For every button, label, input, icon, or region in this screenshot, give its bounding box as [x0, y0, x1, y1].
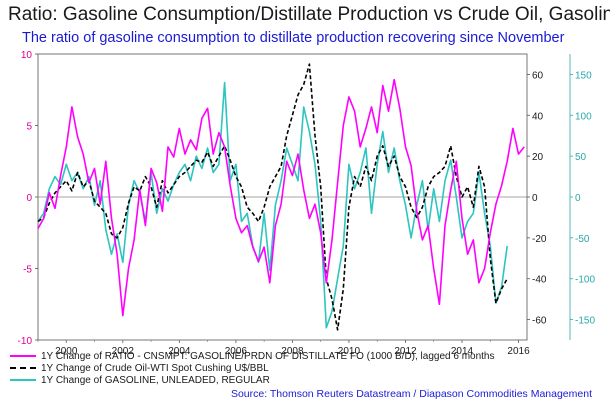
left-tick-label: 10 [21, 50, 33, 61]
series-line-crude [37, 63, 508, 331]
chart-subtitle: The ratio of gasoline consumption to dis… [22, 30, 565, 46]
legend-swatch-crude [10, 367, 36, 369]
right2-tick-label: -100 [575, 275, 595, 286]
right2-tick-label: 50 [575, 152, 587, 163]
x-tick-label: 2016 [507, 346, 530, 357]
series-line-ratio [37, 78, 525, 317]
right2-tick-label: 150 [575, 70, 592, 81]
legend-label-ratio: 1Y Change of RATIO - CNSMPT: GASOLINE/PR… [41, 350, 495, 362]
legend-swatch-gasoline [10, 379, 36, 381]
x-tick-label: 2008 [281, 346, 304, 357]
legend-swatch-ratio [10, 355, 36, 357]
legend-label-gasoline: 1Y Change of GASOLINE, UNLEADED, REGULAR [41, 374, 270, 386]
x-tick-label: 2000 [55, 346, 78, 357]
right2-tick-label: 100 [575, 111, 592, 122]
chart-title: Ratio: Gasoline Consumption/Distillate P… [8, 4, 610, 25]
right-tick-label: 60 [532, 70, 544, 81]
left-tick-label: -5 [23, 265, 32, 276]
right-tick-label: -40 [532, 275, 547, 286]
legend-item-gasoline: 1Y Change of GASOLINE, UNLEADED, REGULAR [10, 374, 495, 386]
right2-tick-label: -150 [575, 316, 595, 327]
right-tick-label: -20 [532, 234, 547, 245]
source-note: Source: Thomson Reuters Datastream / Dia… [230, 388, 592, 400]
x-tick-label: 2012 [394, 346, 417, 357]
x-tick-label: 2006 [225, 346, 248, 357]
legend-item-crude: 1Y Change of Crude Oil-WTI Spot Cushing … [10, 362, 495, 374]
left-tick-label: -10 [18, 336, 33, 347]
right-tick-label: 40 [532, 111, 544, 122]
right2-tick-label: -50 [575, 234, 590, 245]
left-tick-label: 5 [26, 122, 32, 133]
x-tick-label: 2010 [338, 346, 361, 357]
x-tick-label: 2002 [112, 346, 135, 357]
legend-label-crude: 1Y Change of Crude Oil-WTI Spot Cushing … [41, 362, 269, 374]
legend: 1Y Change of RATIO - CNSMPT: GASOLINE/PR… [10, 350, 495, 386]
x-tick-label: 2014 [451, 346, 474, 357]
legend-item-ratio: 1Y Change of RATIO - CNSMPT: GASOLINE/PR… [10, 350, 495, 362]
right2-tick-label: 0 [575, 193, 581, 204]
right-tick-label: 0 [532, 193, 538, 204]
left-tick-label: 0 [26, 193, 32, 204]
right-tick-label: -60 [532, 316, 547, 327]
right-tick-label: 20 [532, 152, 544, 163]
x-tick-label: 2004 [168, 346, 191, 357]
